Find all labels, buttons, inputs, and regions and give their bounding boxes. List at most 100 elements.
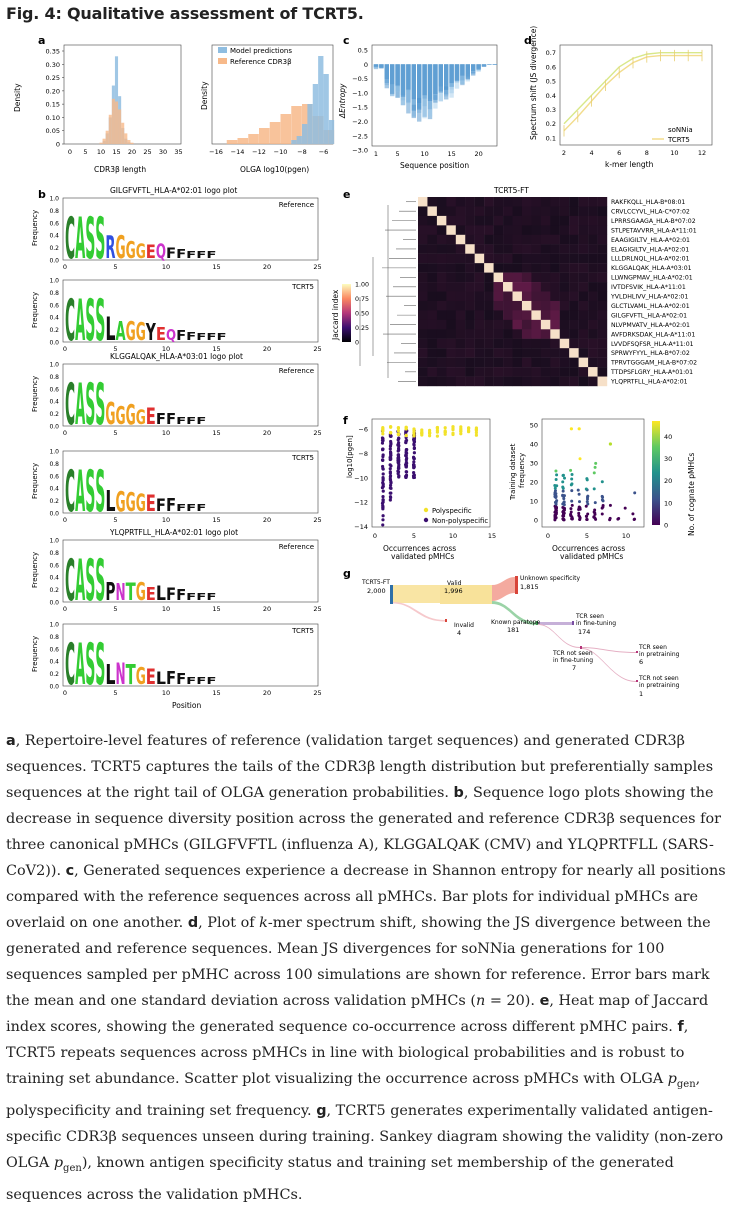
- heatmap-cell: [588, 254, 598, 264]
- heatmap-cell: [531, 348, 541, 358]
- ytick-label: 0.8: [49, 290, 59, 297]
- training-point: [563, 509, 566, 512]
- heatmap-cell: [531, 216, 541, 226]
- legend-tcrt5: TCRT5: [667, 136, 690, 144]
- heatmap-cell: [437, 339, 447, 349]
- nonpoly-point: [381, 523, 384, 526]
- legend-nonpoly-dot: [424, 518, 428, 522]
- poly-point: [459, 432, 462, 435]
- xtick-label: 15: [488, 532, 496, 540]
- entropy-xlabel: Sequence position: [400, 161, 469, 170]
- ytick-label: 0.35: [46, 48, 60, 56]
- heatmap-cell: [541, 320, 551, 330]
- heatmap-cell: [513, 358, 523, 368]
- heatmap-cell: [484, 254, 494, 264]
- model-bar: [318, 56, 323, 144]
- caption-g-p: p: [54, 1155, 63, 1171]
- xtick-label: 15: [212, 516, 220, 524]
- heatmap-cell: [503, 367, 513, 377]
- heatmap-cell: [541, 310, 551, 320]
- heatmap-cell: [484, 206, 494, 216]
- logo-letter: S: [85, 206, 95, 272]
- heatmap-cell: [588, 320, 598, 330]
- logo-letter: G: [136, 240, 146, 263]
- heatmap-cell: [484, 263, 494, 273]
- heatmap-cell: [456, 292, 466, 302]
- logo-ylabel: Frequency: [31, 636, 39, 672]
- training-point: [578, 506, 581, 509]
- heatmap-cell: [503, 235, 513, 245]
- heatmap-cell: [588, 367, 598, 377]
- training-point: [585, 488, 588, 491]
- heatmap-cell: [598, 358, 608, 368]
- ytick-label: 0.2: [49, 411, 59, 418]
- heatmap-cell: [427, 358, 437, 368]
- reference-bar: [115, 101, 118, 144]
- logo-letter: F: [176, 671, 186, 688]
- heatmap-cell: [418, 310, 428, 320]
- logo-letter: S: [95, 459, 105, 525]
- ytick-label: 0.6: [49, 473, 59, 480]
- ytick-label: 0.0: [49, 684, 59, 691]
- training-point: [592, 516, 595, 519]
- entropy-bar: [385, 64, 389, 88]
- olga-histogram-ylabel: Density: [200, 81, 209, 110]
- heatmap-cell: [598, 206, 608, 216]
- heatmap-cell: [588, 339, 598, 349]
- nonpoly-point: [381, 500, 384, 503]
- ytick-label: −1.5: [352, 104, 368, 112]
- heatmap-cell: [598, 320, 608, 330]
- logo-letter: A: [75, 372, 85, 438]
- heatmap-cell: [475, 348, 485, 358]
- heatmap-cell: [494, 273, 504, 283]
- heatmap-cell: [550, 235, 560, 245]
- heatmap-cell: [446, 225, 456, 235]
- heatmap-cell: [560, 339, 570, 349]
- heatmap-cell: [475, 377, 485, 387]
- heatmap-cell: [531, 367, 541, 377]
- training-point: [593, 471, 596, 474]
- heatmap-cell: [513, 235, 523, 245]
- ytick-label: 0.4: [49, 233, 59, 240]
- caption-g-gen: gen: [63, 1163, 82, 1174]
- jaccard-colorbar-ticks: 1.000.750.500.250: [355, 282, 369, 347]
- entropy-bar: [412, 64, 416, 99]
- heatmap-cell: [531, 339, 541, 349]
- nonpoly-point: [381, 495, 384, 498]
- heatmap-cell: [465, 377, 475, 387]
- heatmap-cell: [446, 197, 456, 207]
- logo-letter: F: [176, 416, 186, 427]
- training-scatter-points: [553, 427, 636, 521]
- heatmap-cell: [522, 358, 532, 368]
- training-point: [562, 512, 565, 515]
- entropy-bar: [401, 64, 405, 96]
- heatmap-cell: [494, 339, 504, 349]
- logo-letter: F: [176, 246, 186, 261]
- xtick-label: 10: [622, 532, 630, 540]
- length-histogram-bars: [99, 56, 133, 144]
- heatmap-cell: [427, 377, 437, 387]
- heatmap-cell: [522, 216, 532, 226]
- heatmap-cell: [522, 329, 532, 339]
- xtick-label: 15: [447, 150, 455, 158]
- ytick-label: 0.5: [358, 47, 368, 55]
- logo-tag: TCRT5: [291, 283, 314, 291]
- xtick-label: 10: [162, 516, 170, 524]
- nonpoly-point: [381, 505, 384, 508]
- nonpoly-point: [381, 439, 384, 442]
- poly-point: [381, 432, 384, 435]
- heatmap-cell: [456, 244, 466, 254]
- heatmap-cell: [427, 282, 437, 292]
- xtick-label: 15: [212, 605, 220, 613]
- heatmap-cell: [550, 367, 560, 377]
- model-bar: [307, 104, 312, 144]
- pgen-ylabel: log10[pgen]: [346, 435, 354, 478]
- training-ylabel-1: Training dataset: [509, 443, 517, 501]
- model-bar: [313, 84, 318, 144]
- logo-letter: A: [75, 632, 85, 698]
- legend-model: Model predictions: [230, 47, 292, 55]
- xtick-label: 15: [112, 148, 120, 156]
- heatmap-cell: [522, 206, 532, 216]
